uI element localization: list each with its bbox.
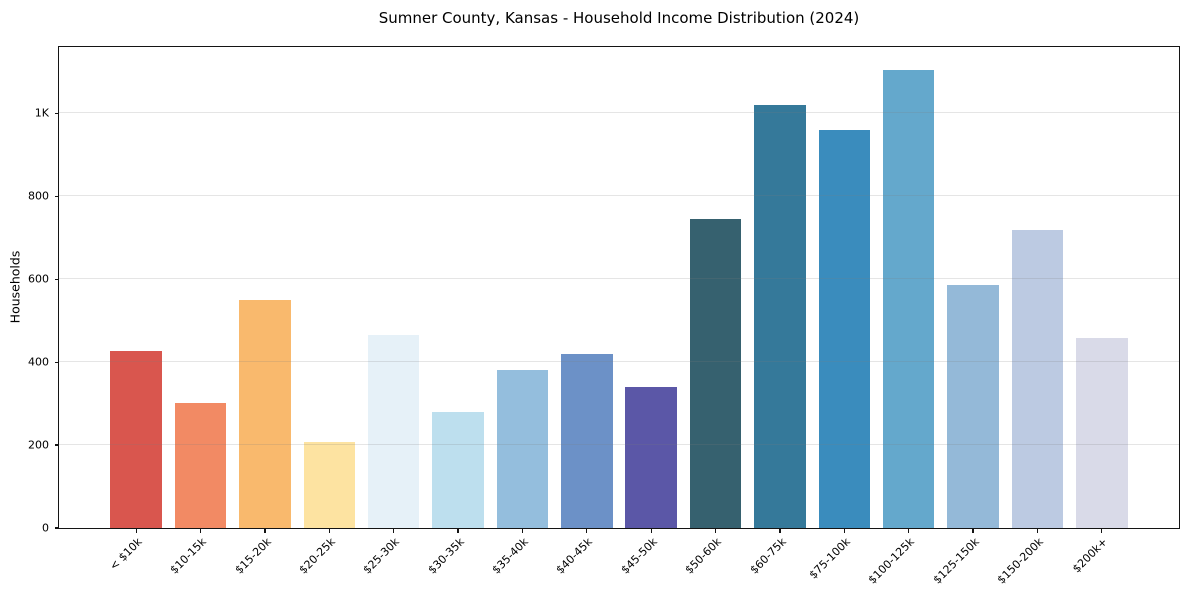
x-tick-label: $150-200k: [994, 535, 1046, 587]
x-tick-mark: [264, 528, 266, 533]
bar-slot: $25-30k: [361, 47, 426, 577]
x-tick-mark: [1101, 528, 1103, 533]
x-tick-mark: [908, 528, 910, 533]
bar: [561, 353, 613, 528]
x-tick-mark: [714, 528, 717, 533]
bar: [754, 105, 806, 528]
y-tick-mark: [54, 527, 59, 529]
bar-slot: $50-60k: [683, 47, 747, 577]
y-tick-label: 0: [42, 521, 49, 535]
x-tick-mark: [650, 528, 652, 533]
bar-slot: < $10k: [104, 47, 168, 573]
x-tick-mark: [972, 528, 974, 533]
x-tick-mark: [135, 528, 137, 533]
bar: [303, 441, 356, 528]
y-tick-mark: [54, 361, 59, 363]
x-tick-mark: [521, 528, 524, 533]
y-tick-label: 200: [28, 438, 49, 452]
bar: [432, 411, 484, 528]
bar-slot: $15-20k: [232, 47, 297, 577]
x-tick-label: $50-60k: [682, 535, 725, 577]
x-tick-label: $75-100k: [806, 535, 853, 582]
x-tick-mark: [1036, 528, 1039, 533]
y-tick-mark: [54, 444, 59, 446]
bar-slot: $35-40k: [490, 47, 554, 577]
bar: [882, 70, 935, 528]
bar: [239, 299, 291, 528]
x-tick-mark: [843, 528, 845, 533]
bar-slot: $40-45k: [554, 47, 619, 577]
bar-slot: $125-150k: [930, 47, 1005, 586]
y-tick-mark: [54, 112, 59, 114]
bar-slot: $20-25k: [297, 47, 361, 577]
y-tick-label: 800: [28, 189, 49, 203]
plot-area: < $10k $10-15k $15-20k $20-25k $25-30k $30-35…: [28, 46, 1180, 586]
y-tick-label: 600: [28, 272, 49, 286]
bar: [689, 218, 742, 528]
x-tick-label: < $10k: [107, 535, 145, 573]
y-tick-label: 400: [28, 355, 49, 369]
x-tick-label: $30-35k: [425, 535, 467, 577]
y-tick-mark: [54, 278, 59, 280]
bar: [947, 284, 999, 528]
bar: [818, 129, 871, 528]
y-axis-label: Households: [7, 250, 23, 324]
bar: [1011, 229, 1064, 528]
x-tick-mark: [199, 528, 202, 533]
chart-title: Sumner County, Kansas - Household Income…: [378, 9, 860, 27]
x-tick-mark: [457, 528, 459, 533]
x-tick-label: $15-20k: [232, 535, 274, 577]
bar-slot: $75-100k: [807, 47, 876, 581]
bar: [110, 351, 162, 528]
bar-slot: $60-75k: [747, 47, 812, 577]
x-tick-label: $40-45k: [554, 535, 596, 577]
bar: [367, 334, 420, 528]
x-tick-label: $60-75k: [747, 535, 789, 577]
bar: [174, 403, 227, 528]
bar-slot: $100-125k: [866, 47, 941, 586]
bar-slot: $200k+: [1070, 47, 1134, 575]
x-tick-label: $100-125k: [866, 535, 918, 587]
bar: [625, 387, 677, 528]
bars-layer: < $10k $10-15k $15-20k $20-25k $25-30k $30-35…: [59, 47, 1179, 586]
bar-slot: $10-15k: [168, 47, 232, 577]
bar-slot: $45-50k: [618, 47, 683, 577]
x-tick-label: $45-50k: [618, 535, 660, 577]
x-tick-label: $200k+: [1070, 535, 1111, 576]
x-tick-label: $10-15k: [167, 535, 210, 577]
x-tick-label: $20-25k: [296, 535, 338, 577]
y-tick-mark: [54, 195, 59, 197]
x-tick-mark: [393, 528, 395, 533]
x-tick-label: $125-150k: [930, 535, 982, 587]
x-tick-label: $25-30k: [360, 535, 403, 577]
y-tick-label: 1K: [34, 106, 49, 120]
x-tick-mark: [328, 528, 330, 533]
x-tick-mark: [586, 528, 588, 533]
bar-slot: $30-35k: [425, 47, 490, 577]
bar: [1076, 338, 1128, 528]
x-tick-mark: [779, 528, 781, 533]
bar-slot: $150-200k: [995, 47, 1069, 586]
x-tick-label: $35-40k: [489, 535, 531, 577]
bar: [496, 370, 549, 528]
